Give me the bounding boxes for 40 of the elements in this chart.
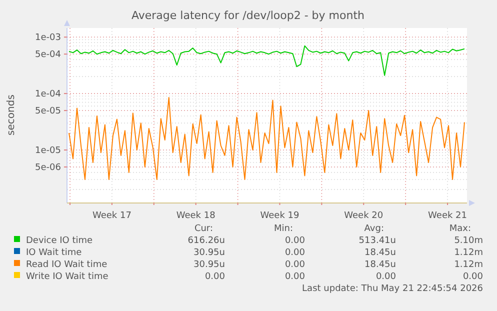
text: 30.95u [194,260,225,270]
text: 0.00 [284,236,306,246]
text: 0.00 [284,272,306,282]
line-series [68,97,466,180]
text: 0.00 [204,272,226,282]
x-tick-label: Week 19 [260,210,300,221]
legend-label: Write IO Wait time [26,272,109,282]
y-tick-label: 5e-04 [35,50,62,60]
line-series [68,45,466,76]
text: 0.00 [376,272,396,282]
text: 0.00 [284,248,306,258]
text: 0.00 [284,260,306,270]
text: 1.12m [454,260,483,270]
x-tick-label: Week 20 [344,210,384,221]
y-tick-label: 5e-05 [35,106,61,116]
text: 1.12m [454,248,483,258]
text: Last update: Thu May 21 22:45:54 2026 [302,284,484,294]
text: Cur: [194,224,213,234]
x-tick-label: Week 21 [428,210,468,221]
legend-label: IO Wait time [26,248,82,258]
text: 18.45u [364,248,396,258]
y-tick-label: 1e-04 [35,89,62,100]
x-tick-label: Week 18 [176,210,216,221]
text: 30.95u [194,248,225,258]
text: 513.41u [358,236,396,246]
y-tick-label: 5e-06 [35,162,62,173]
text: Avg: [364,224,384,234]
text: Min: [274,224,293,234]
text: 18.45u [364,260,396,270]
text: 0.00 [462,272,484,282]
x-tick-label: Week 17 [92,210,132,221]
y-axis-title: seconds [6,94,17,136]
y-tick-label: 1e-03 [35,32,61,43]
legend-label: Device IO time [26,236,94,246]
text: 616.26u [188,236,225,246]
text: 5.10m [454,236,483,246]
chart-title: Average latency for /dev/loop2 - by month [131,9,365,22]
y-tick-label: 1e-05 [35,146,61,156]
legend-label: Read IO Wait time [26,260,108,270]
text: Max: [449,224,471,234]
